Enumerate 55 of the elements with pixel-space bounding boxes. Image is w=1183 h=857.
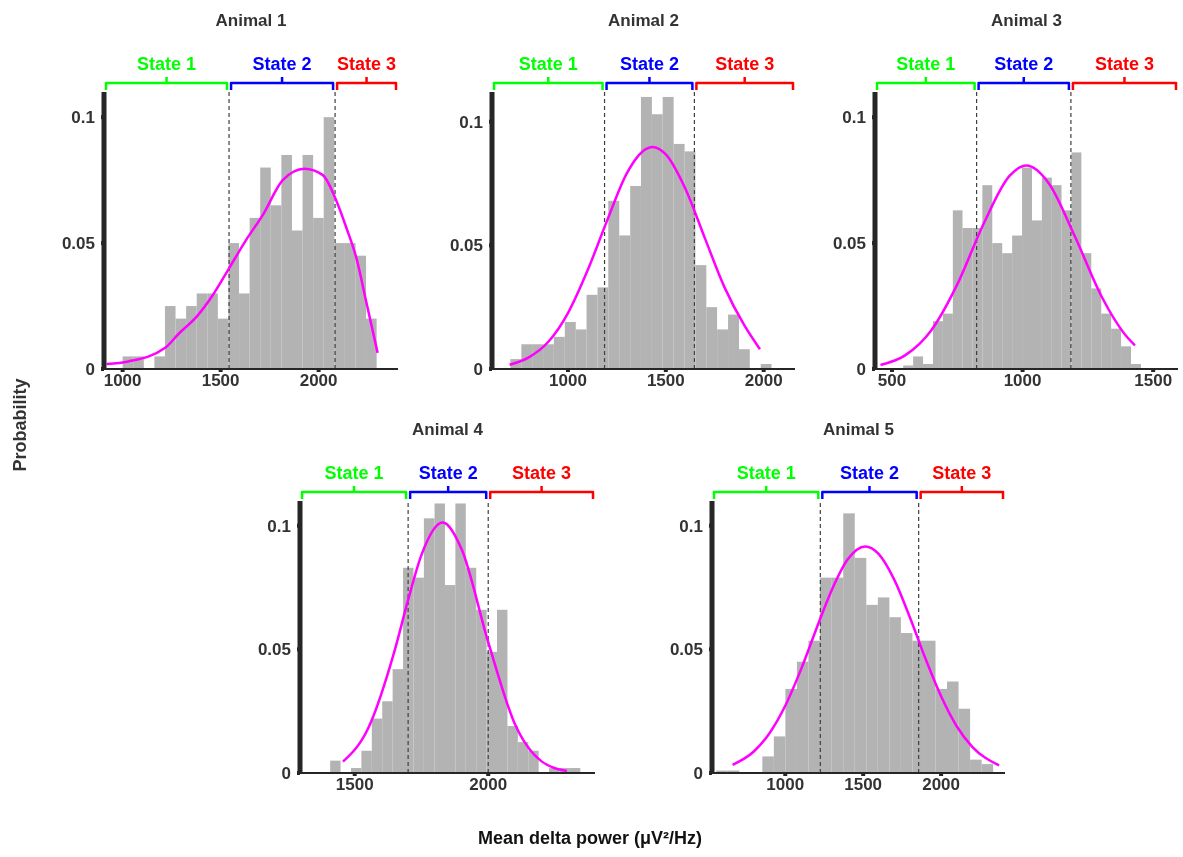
line-series (105, 167, 379, 366)
x-tick-label: 2000 (469, 775, 508, 795)
line-series (879, 164, 1137, 367)
text: State 1 (137, 54, 197, 74)
text: State 3 (512, 463, 572, 483)
x-tick-label: 1500 (844, 775, 883, 795)
y-axis-title: Probability (9, 378, 31, 472)
chart-title: Animal 3 (991, 11, 1062, 30)
text: State 2 (839, 463, 899, 483)
text: State 3 (715, 54, 775, 74)
chart-title: Animal 2 (608, 11, 679, 30)
text: State 3 (1094, 54, 1154, 74)
x-tick-label: 1500 (335, 775, 374, 795)
chart-title: Animal 5 (823, 420, 894, 439)
chart-title: Animal 4 (412, 420, 484, 439)
x-tick-label: 2000 (922, 775, 961, 795)
line-series (508, 145, 762, 367)
x-axis-title: Mean delta power (μV²/Hz) (477, 827, 703, 849)
y-tick-label: 0 (281, 764, 291, 784)
x-tick-label: 1000 (103, 371, 142, 391)
y-tick-label: 0.05 (61, 234, 95, 254)
text: State 2 (252, 54, 312, 74)
text: State 2 (418, 463, 478, 483)
y-tick-label: 0.05 (669, 640, 703, 660)
y-tick-label: 0.1 (459, 112, 483, 132)
x-tick-label: 1500 (1134, 371, 1173, 391)
y-tick-label: 0.1 (842, 108, 866, 128)
text: State 1 (324, 463, 384, 483)
text: State 3 (337, 54, 397, 74)
x-tick-label: 1000 (766, 775, 805, 795)
x-tick-label: 1500 (201, 371, 240, 391)
text: State 1 (518, 54, 578, 74)
text: State 2 (619, 54, 679, 74)
y-tick-label: 0.1 (71, 108, 95, 128)
text: State 3 (932, 463, 992, 483)
x-tick-label: 2000 (299, 371, 338, 391)
text: State 1 (736, 463, 796, 483)
x-tick-label: 1000 (1003, 371, 1042, 391)
text: State 2 (994, 54, 1054, 74)
y-tick-label: 0.05 (449, 236, 483, 256)
x-tick-label: 2000 (744, 371, 783, 391)
y-tick-label: 0.05 (257, 640, 291, 660)
x-tick-label: 1500 (646, 371, 685, 391)
x-tick-label: 500 (877, 371, 907, 391)
x-tick-label: 1000 (549, 371, 587, 391)
y-tick-label: 0 (856, 360, 866, 380)
y-tick-label: 0.05 (832, 234, 866, 254)
y-tick-label: 0.1 (679, 516, 703, 536)
y-tick-label: 0 (693, 764, 703, 784)
chart-title: Animal 1 (215, 11, 287, 30)
y-tick-label: 0 (473, 360, 483, 380)
line-series (731, 545, 1001, 767)
y-tick-label: 0.1 (267, 516, 291, 536)
text: State 1 (896, 54, 956, 74)
y-tick-label: 0 (85, 360, 95, 380)
